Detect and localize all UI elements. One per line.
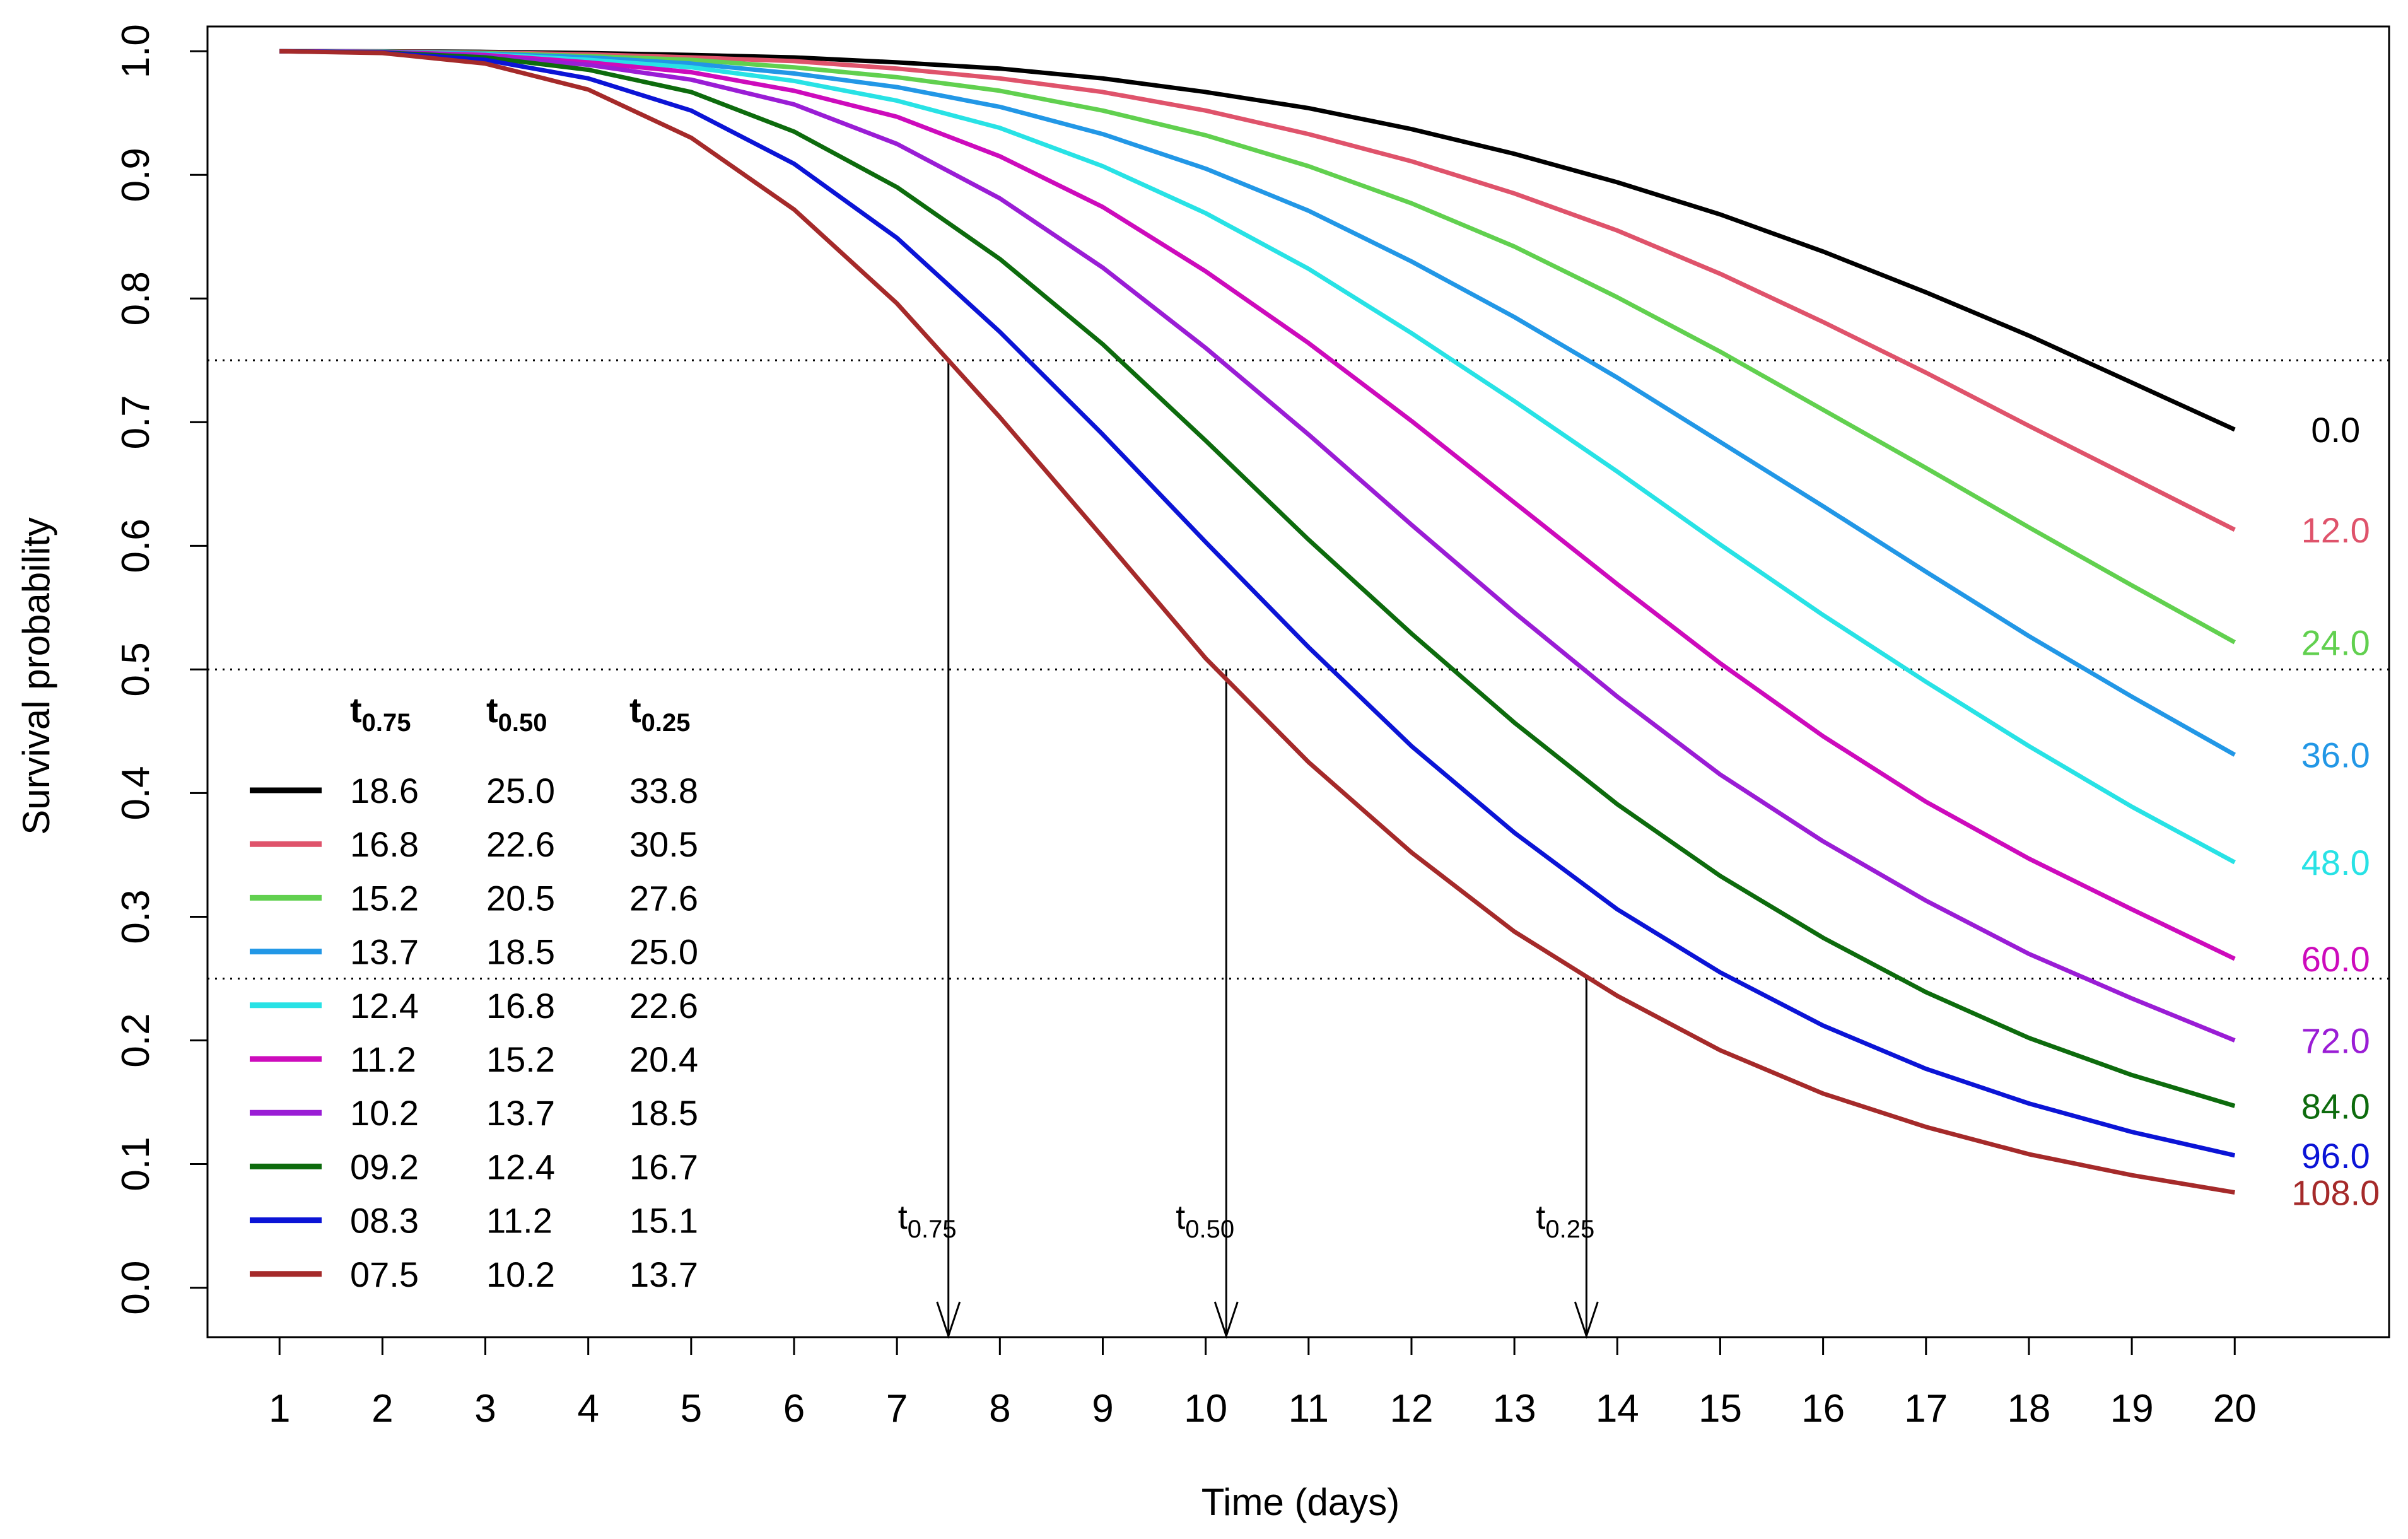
x-tick-label: 11 [1289, 1387, 1329, 1431]
x-tick-label: 16 [1801, 1387, 1845, 1431]
series-end-label: 72.0 [2301, 1021, 2370, 1061]
legend-value: 07.5 [350, 1255, 419, 1294]
quantile-label: t0.25 [1536, 1198, 1594, 1243]
x-tick-label: 9 [1092, 1387, 1113, 1431]
legend-value: 13.7 [629, 1255, 698, 1294]
y-tick-label: 0.3 [114, 889, 158, 944]
legend-value: 20.4 [629, 1039, 698, 1079]
y-tick-label: 0.2 [114, 1013, 158, 1067]
series-end-label: 12.0 [2301, 510, 2370, 550]
y-tick-label: 0.9 [114, 148, 158, 202]
legend-value: 15.2 [350, 878, 419, 918]
legend-value: 18.5 [486, 932, 555, 972]
x-tick-label: 8 [989, 1387, 1010, 1431]
legend-value: 08.3 [350, 1201, 419, 1241]
series-line [279, 49, 2236, 1043]
y-tick-label: 0.4 [114, 766, 158, 820]
legend-value: 33.8 [629, 771, 698, 810]
legend-header: t0.25 [629, 690, 691, 737]
series-line [279, 49, 2235, 1195]
x-tick-label: 13 [1493, 1387, 1536, 1431]
series-line [279, 49, 2236, 865]
legend-value: 16.8 [350, 824, 419, 864]
x-tick-label: 10 [1184, 1387, 1227, 1431]
x-tick-label: 1 [269, 1387, 290, 1431]
legend-header: t0.75 [350, 690, 411, 737]
x-tick-label: 18 [2007, 1387, 2050, 1431]
legend-value: 22.6 [486, 824, 555, 864]
legend-value: 13.7 [486, 1093, 555, 1133]
quantile-label: t0.75 [898, 1198, 957, 1243]
legend-value: 18.6 [350, 771, 419, 810]
reference-lines [207, 359, 2389, 980]
series-line [279, 49, 2236, 1108]
quantile-arrows [936, 360, 1599, 1339]
x-tick-label: 2 [371, 1387, 393, 1431]
series-end-label: 48.0 [2301, 843, 2370, 882]
x-tick-label: 6 [783, 1387, 805, 1431]
legend-value: 20.5 [486, 878, 555, 918]
series-end-label: 84.0 [2301, 1086, 2370, 1126]
x-axis-title: Time (days) [1201, 1481, 1400, 1523]
legend: t0.75 t0.50 t0.25 18.6 25.0 33.8 16.8 22.6 30.5 1… [250, 690, 698, 1294]
y-axis-title: Survival probability [15, 517, 57, 835]
series-end-label: 24.0 [2301, 623, 2370, 662]
series-end-label: 0.0 [2311, 410, 2360, 450]
series-end-label: 96.0 [2301, 1136, 2370, 1176]
legend-value: 25.0 [486, 771, 555, 810]
x-tick-label: 17 [1904, 1387, 1948, 1431]
legend-value: 16.7 [629, 1147, 698, 1186]
legend-value: 25.0 [629, 932, 698, 972]
legend-value: 22.6 [629, 986, 698, 1026]
x-tick-label: 7 [886, 1387, 908, 1431]
series-line [279, 49, 2236, 961]
quantile-arrowhead [1574, 1301, 1599, 1339]
quantile-label: t0.50 [1176, 1198, 1234, 1243]
legend-value: 16.8 [486, 986, 555, 1026]
y-tick-label: 0.0 [114, 1260, 158, 1314]
legend-value: 11.2 [486, 1201, 552, 1241]
legend-value: 27.6 [629, 878, 698, 918]
series-end-label: 36.0 [2301, 735, 2370, 775]
x-tick-label: 4 [577, 1387, 599, 1431]
y-tick-label: 0.7 [114, 395, 158, 449]
legend-value: 12.4 [350, 986, 419, 1026]
x-tick-label: 12 [1389, 1387, 1433, 1431]
y-tick-label: 0.8 [114, 271, 158, 325]
quantile-arrowhead [936, 1301, 961, 1339]
series-end-label: 108.0 [2291, 1173, 2380, 1213]
x-tick-label: 5 [681, 1387, 702, 1431]
x-tick-label: 20 [2213, 1387, 2257, 1431]
legend-value: 10.2 [486, 1255, 555, 1294]
x-tick-label: 3 [474, 1387, 496, 1431]
legend-value: 15.1 [629, 1201, 698, 1241]
legend-value: 10.2 [350, 1093, 419, 1133]
x-tick-label: 14 [1596, 1387, 1639, 1431]
x-tick-label: 15 [1698, 1387, 1742, 1431]
legend-value: 09.2 [350, 1147, 419, 1186]
series-line [279, 49, 2236, 757]
x-axis: 1 2 3 4 5 6 7 8 9 10 11 12 13 14 15 16 17 18 19 20 [269, 1336, 2257, 1431]
legend-header: t0.50 [486, 690, 547, 737]
x-tick-label: 19 [2110, 1387, 2154, 1431]
series-line [279, 49, 2236, 1158]
legend-value: 12.4 [486, 1147, 555, 1186]
legend-value: 18.5 [629, 1093, 698, 1133]
legend-value: 11.2 [350, 1039, 416, 1079]
series-end-label: 60.0 [2301, 939, 2370, 979]
y-tick-label: 0.1 [114, 1137, 158, 1191]
legend-value: 13.7 [350, 932, 419, 972]
survival-curves [279, 49, 2236, 1195]
legend-value: 30.5 [629, 824, 698, 864]
y-tick-label: 0.5 [114, 642, 158, 696]
quantile-arrowhead [1213, 1301, 1239, 1339]
quantile-labels: t0.75 t0.50 t0.25 [898, 1198, 1594, 1243]
y-axis: 0.0 0.1 0.2 0.3 0.4 0.5 0.6 0.7 0.8 0.9 1.0 [114, 24, 209, 1315]
y-tick-label: 1.0 [114, 24, 158, 78]
legend-value: 15.2 [486, 1039, 555, 1079]
y-tick-label: 0.6 [114, 518, 158, 573]
